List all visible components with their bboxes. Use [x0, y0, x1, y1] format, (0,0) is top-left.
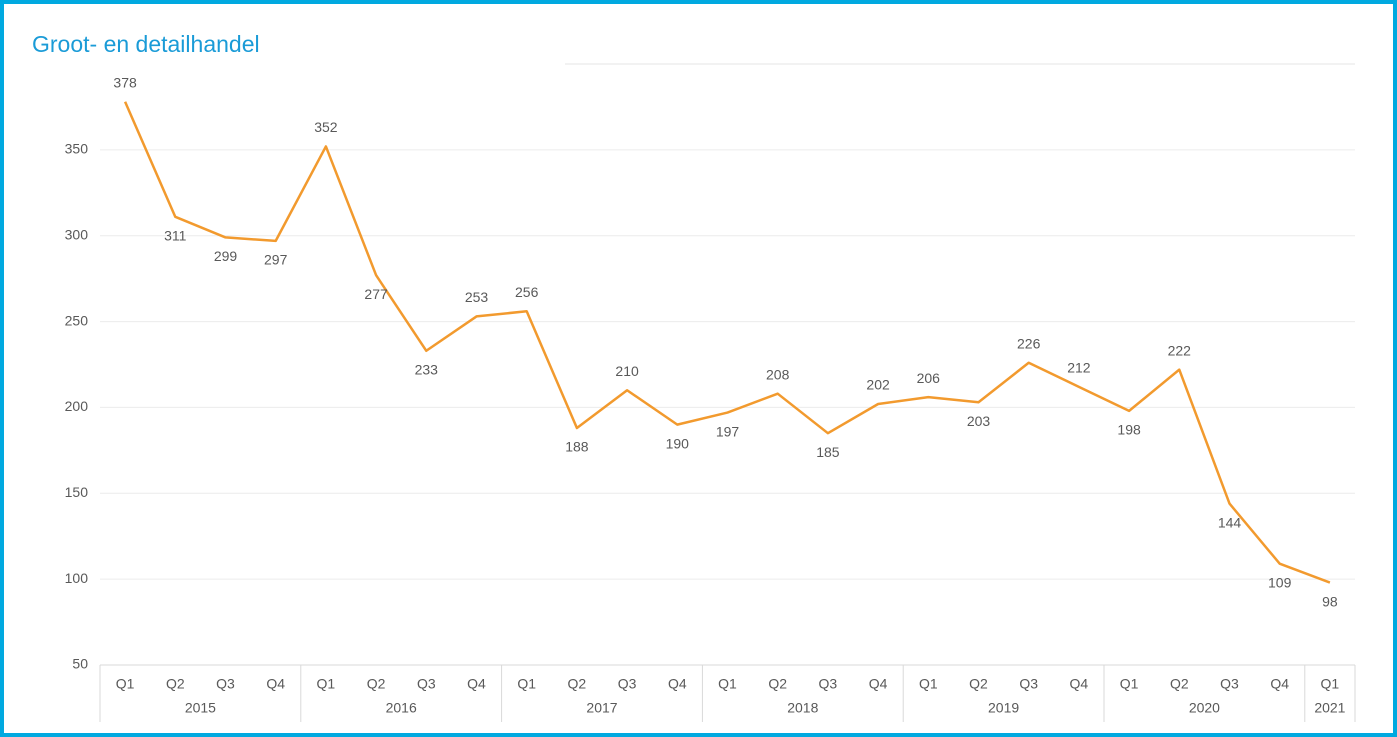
x-tick-label: Q4 — [467, 676, 486, 692]
x-tick-label: Q3 — [1019, 676, 1038, 692]
data-label: 202 — [866, 377, 890, 393]
data-label: 352 — [314, 119, 338, 135]
y-tick-label: 50 — [72, 656, 88, 672]
data-label: 233 — [415, 361, 439, 377]
x-tick-label: Q3 — [1220, 676, 1239, 692]
x-tick-label: Q2 — [768, 676, 787, 692]
data-label: 197 — [716, 423, 740, 439]
y-tick-label: 250 — [65, 312, 89, 328]
x-tick-label: Q1 — [317, 676, 336, 692]
x-tick-label: Q1 — [919, 676, 938, 692]
data-label: 109 — [1268, 574, 1292, 590]
y-tick-label: 100 — [65, 570, 89, 586]
chart-title: Groot- en detailhandel — [32, 31, 260, 57]
data-label: 256 — [515, 284, 539, 300]
data-label: 311 — [164, 228, 187, 244]
data-label: 299 — [214, 248, 238, 264]
x-tick-label: Q2 — [166, 676, 185, 692]
x-tick-label: Q3 — [417, 676, 436, 692]
data-label: 378 — [113, 74, 137, 90]
x-tick-label: Q3 — [819, 676, 838, 692]
data-label: 198 — [1117, 422, 1141, 438]
x-tick-label: Q4 — [266, 676, 285, 692]
y-tick-label: 150 — [65, 484, 89, 500]
y-tick-label: 300 — [65, 226, 89, 242]
y-tick-label: 350 — [65, 141, 89, 157]
data-label: 277 — [364, 286, 388, 302]
x-tick-label: Q3 — [216, 676, 235, 692]
data-label: 206 — [917, 370, 941, 386]
data-label: 203 — [967, 413, 991, 429]
data-label: 222 — [1168, 342, 1192, 358]
y-tick-label: 200 — [65, 398, 89, 414]
x-tick-label: Q1 — [1321, 676, 1340, 692]
data-label: 208 — [766, 366, 790, 382]
data-label: 185 — [816, 444, 840, 460]
x-tick-label: Q4 — [1270, 676, 1289, 692]
x-group-label: 2018 — [787, 700, 818, 716]
x-tick-label: Q2 — [1170, 676, 1189, 692]
x-group-label: 2021 — [1314, 700, 1345, 716]
data-label: 253 — [465, 289, 489, 305]
x-tick-label: Q1 — [116, 676, 135, 692]
x-group-label: 2015 — [185, 700, 216, 716]
data-label: 226 — [1017, 335, 1041, 351]
x-tick-label: Q2 — [568, 676, 587, 692]
x-tick-label: Q3 — [618, 676, 637, 692]
x-group-label: 2017 — [586, 700, 617, 716]
data-label: 210 — [615, 363, 639, 379]
x-group-label: 2016 — [386, 700, 417, 716]
x-tick-label: Q1 — [718, 676, 737, 692]
x-tick-label: Q1 — [1120, 676, 1139, 692]
data-label: 190 — [666, 435, 690, 451]
data-label: 144 — [1218, 514, 1242, 530]
x-tick-label: Q4 — [668, 676, 687, 692]
x-tick-label: Q1 — [517, 676, 536, 692]
x-group-label: 2019 — [988, 700, 1019, 716]
x-tick-label: Q4 — [869, 676, 888, 692]
data-label: 297 — [264, 252, 288, 268]
data-label: 98 — [1322, 593, 1338, 609]
x-tick-label: Q2 — [367, 676, 386, 692]
data-label: 212 — [1067, 360, 1091, 376]
x-group-label: 2020 — [1189, 700, 1220, 716]
x-tick-label: Q4 — [1070, 676, 1089, 692]
data-label: 188 — [565, 439, 589, 455]
line — [123, 101, 1331, 584]
x-tick-label: Q2 — [969, 676, 988, 692]
